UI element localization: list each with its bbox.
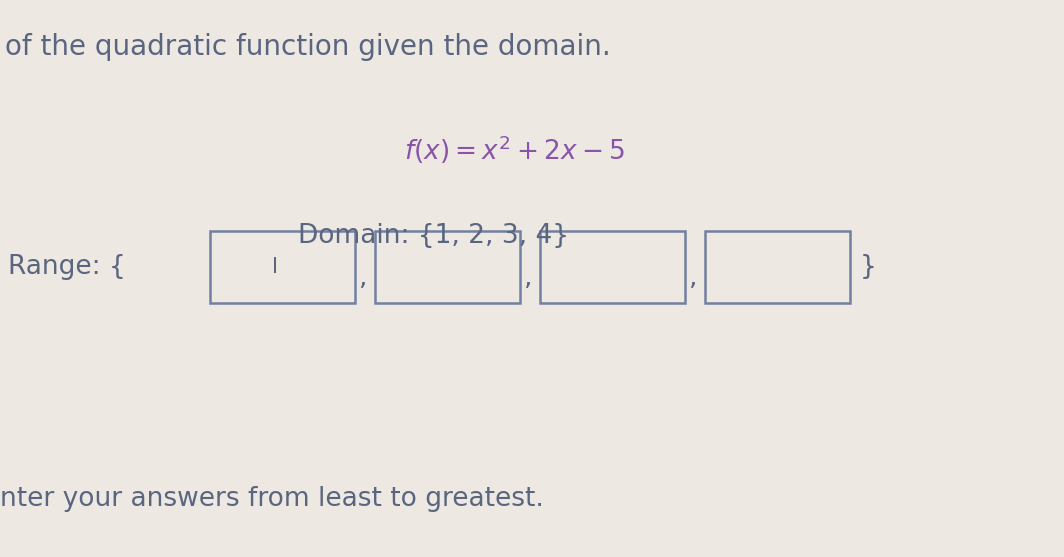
- Text: ,: ,: [688, 265, 697, 291]
- Text: Range: {: Range: {: [9, 255, 126, 280]
- Text: I: I: [272, 257, 279, 277]
- Text: $f(x) = x^2 + 2x - 5$: $f(x) = x^2 + 2x - 5$: [404, 134, 626, 166]
- Text: of the quadratic function given the domain.: of the quadratic function given the doma…: [5, 33, 611, 61]
- Text: Domain: {1, 2, 3, 4}: Domain: {1, 2, 3, 4}: [298, 223, 569, 249]
- Text: nter your answers from least to greatest.: nter your answers from least to greatest…: [0, 486, 544, 512]
- Text: ,: ,: [359, 265, 367, 291]
- Text: }: }: [860, 255, 877, 280]
- Text: ,: ,: [523, 265, 532, 291]
